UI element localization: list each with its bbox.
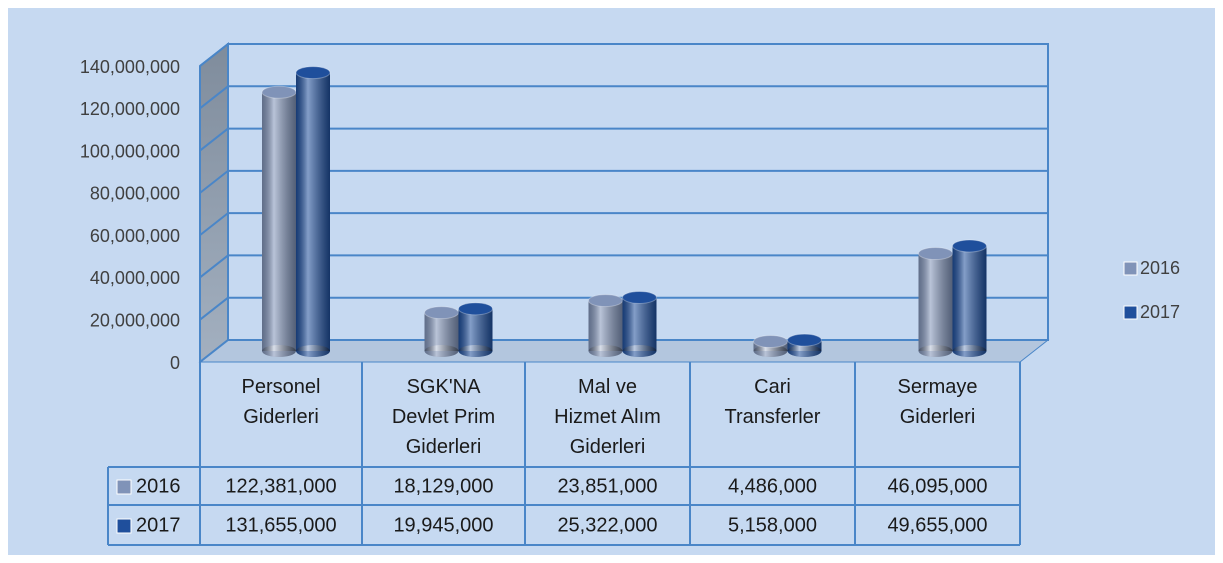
cylinder-base-shade [622,345,657,357]
cylinder-base-shade [588,345,623,357]
cylinder-top [458,302,493,316]
cylinder-base-shade [424,345,459,357]
cylinder-shade [622,297,657,351]
table-row-header: 2016 [136,475,181,497]
x-tick-label: Personel Giderleri [241,376,321,428]
y-tick-label: 0 [170,353,180,373]
table-value: 18,129,000 [393,475,493,497]
cylinder-top [753,335,788,349]
cylinder-top [295,66,331,80]
cylinder-shade [262,92,296,352]
cylinder-shade [296,72,330,352]
chart-background [8,8,1215,555]
cylinder-base-shade [918,345,953,357]
grid-line [199,170,229,194]
y-tick-label: 60,000,000 [90,226,180,246]
grid-line [199,339,229,363]
legend-label: 2016 [1140,258,1180,278]
side-wall [199,41,229,365]
x-tick-label: Mal ve Hizmet Alım Giderleri [554,376,661,458]
cylinder-top [622,290,657,304]
legend-label: 2017 [1140,302,1180,322]
cylinder-shade [588,300,623,351]
cylinder-shade [918,253,953,351]
grid-line [199,43,229,67]
table-legend-swatch [116,479,132,495]
table-value: 122,381,000 [225,475,336,497]
cylinder-shade [458,308,493,351]
grid-line [199,254,229,279]
y-tick-label: 80,000,000 [90,184,180,204]
table-value: 49,655,000 [887,514,987,536]
grid-line [199,85,229,110]
y-tick-label: 120,000,000 [80,99,180,119]
cylinder-base-shade [458,345,493,357]
cylinder-top [424,306,459,320]
table-value: 19,945,000 [393,514,493,536]
cylinder-shade [424,312,459,351]
table-value: 46,095,000 [887,475,987,497]
y-tick-label: 20,000,000 [90,310,180,330]
y-tick-label: 100,000,000 [80,141,180,161]
table-value: 25,322,000 [557,514,657,536]
data-table [107,362,1021,546]
cylinder-top [952,239,987,253]
grid-line [199,127,229,152]
cylinder-top [588,294,623,308]
y-tick-label: 140,000,000 [80,57,180,77]
x-tick-label: Cari Transferler [724,376,821,428]
cylinder-top [787,333,822,347]
y-tick-label: 40,000,000 [90,268,180,288]
cylinder-base-shade [753,345,788,357]
table-value: 4,486,000 [728,475,817,497]
cylinder-base-shade [952,345,987,357]
table-value: 5,158,000 [728,514,817,536]
cylinder-base-shade [262,345,296,357]
x-tick-label: Sermaye Giderleri [897,376,978,428]
grid-line [199,212,229,236]
cylinder-top [918,247,953,261]
x-tick-label: SGK'NA Devlet Prim Giderleri [391,376,496,458]
cylinder-base-shade [787,345,822,357]
cylinder-shade [952,246,987,351]
legend-swatch [1123,305,1138,320]
grid-line [199,296,229,321]
cylinder-base-shade [296,345,330,357]
legend-swatch [1123,261,1138,276]
table-value: 131,655,000 [225,514,336,536]
table-value: 23,851,000 [557,475,657,497]
table-row-header: 2017 [136,514,181,536]
table-legend-swatch [116,518,132,534]
cylinder-top [261,85,297,99]
